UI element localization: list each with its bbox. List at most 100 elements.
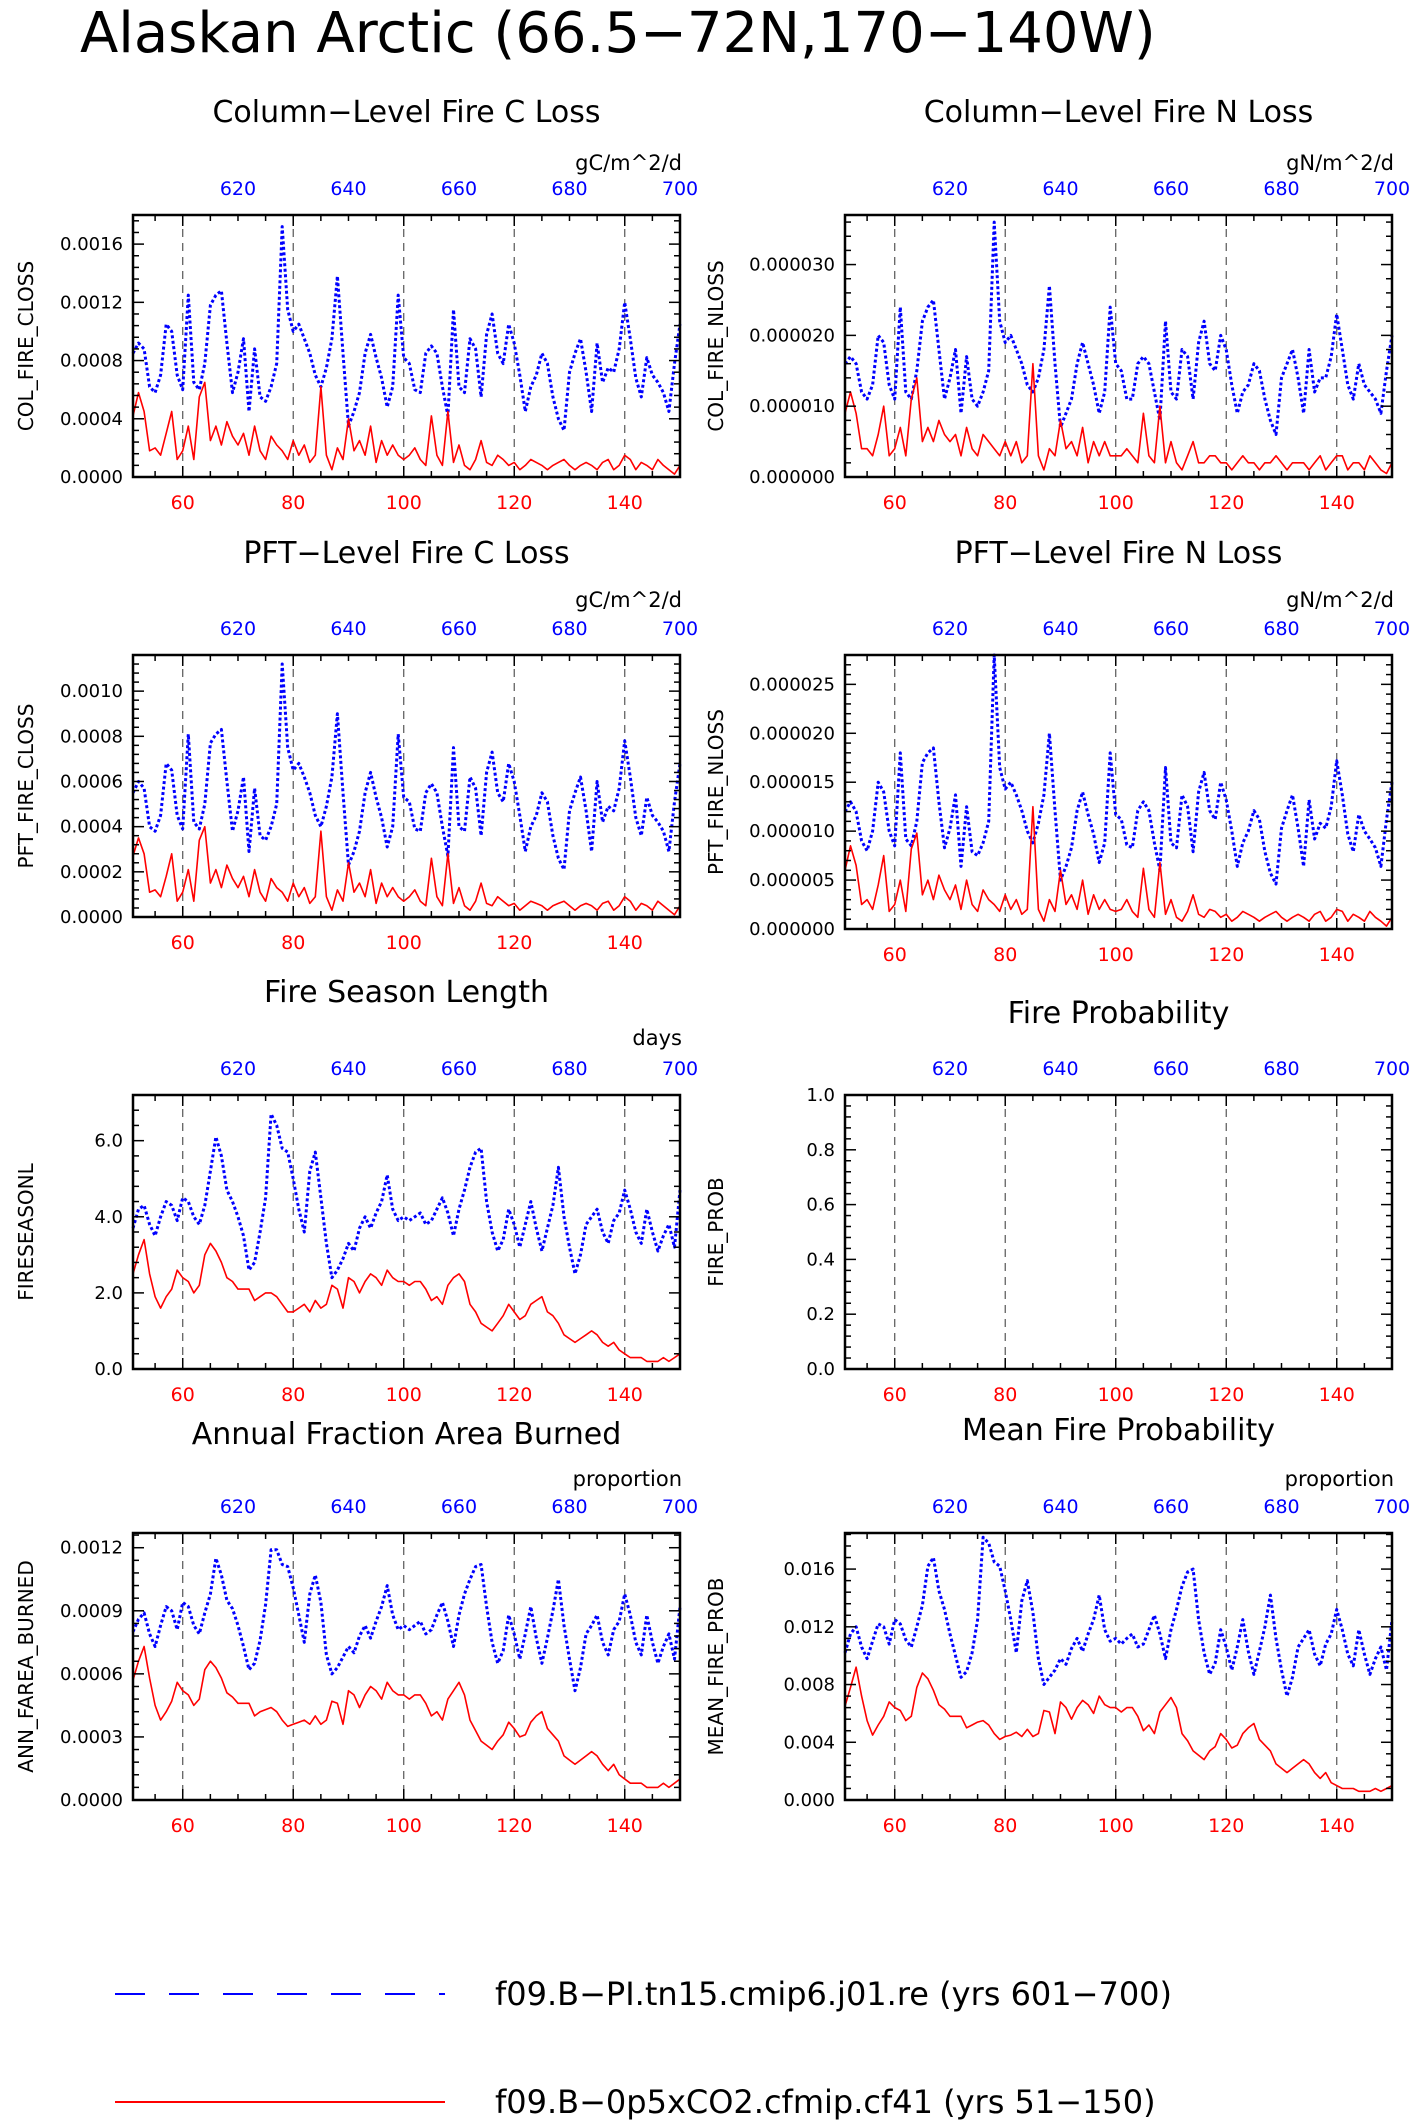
y-tick-label: 0.000010 — [749, 396, 835, 417]
x-tick-label: 120 — [496, 492, 532, 514]
x-top-tick-label: 640 — [330, 1058, 366, 1080]
x-top-tick-label: 620 — [932, 178, 968, 200]
x-tick-label: 140 — [1319, 492, 1355, 514]
x-tick-label: 140 — [1319, 944, 1355, 966]
panel-annual-fraction-area-burned: Annual Fraction Area Burned proportion 60 8… — [14, 1417, 698, 1837]
x-tick-label: 120 — [1208, 944, 1244, 966]
series-line-exp — [132, 1645, 681, 1789]
y-axis-label: ANN_FAREA_BURNED — [14, 1560, 38, 1772]
panel-fire-season-length: Fire Season Length days 60 80 100 120 140 620 64… — [14, 975, 698, 1406]
y-tick-label: 0.6 — [806, 1195, 835, 1216]
x-tick-label: 120 — [1208, 1815, 1244, 1837]
panel-title: PFT−Level Fire N Loss — [955, 536, 1283, 571]
x-top-tick-label: 700 — [662, 1496, 698, 1518]
x-tick-label: 100 — [1098, 1815, 1134, 1837]
units-label: gC/m^2/d — [575, 151, 682, 175]
y-tick-label: 0.0 — [806, 1359, 835, 1380]
x-top-tick-label: 640 — [1042, 618, 1078, 640]
y-axis-label: MEAN_FIRE_PROB — [704, 1578, 728, 1756]
y-tick-label: 0.000000 — [749, 919, 835, 940]
x-tick-label: 100 — [386, 932, 422, 954]
x-tick-label: 60 — [171, 1815, 195, 1837]
x-top-tick-label: 660 — [441, 618, 477, 640]
x-top-tick-label: 700 — [662, 1058, 698, 1080]
y-tick-label: 0.0004 — [60, 409, 123, 430]
x-tick-label: 80 — [281, 492, 305, 514]
x-tick-label: 60 — [171, 1384, 195, 1406]
y-tick-label: 0.000005 — [749, 870, 835, 891]
x-tick-label: 80 — [993, 1815, 1017, 1837]
x-top-tick-label: 660 — [1153, 178, 1189, 200]
x-top-tick-label: 620 — [220, 1058, 256, 1080]
x-top-tick-label: 660 — [441, 178, 477, 200]
y-axis-label: PFT_FIRE_CLOSS — [14, 704, 38, 869]
series-line-ctrl — [131, 1548, 682, 1693]
series-line-exp — [844, 805, 1393, 927]
series-line-ctrl — [843, 220, 1394, 436]
y-tick-label: 0.8 — [806, 1140, 835, 1161]
x-tick-label: 140 — [607, 1384, 643, 1406]
y-tick-label: 0.0000 — [60, 467, 123, 488]
x-top-tick-label: 620 — [932, 1496, 968, 1518]
x-tick-label: 140 — [607, 492, 643, 514]
plot-frame — [131, 1531, 682, 1802]
panel-title: Mean Fire Probability — [962, 1413, 1275, 1448]
series-line-ctrl — [131, 225, 682, 432]
x-tick-label: 120 — [496, 932, 532, 954]
x-top-tick-label: 680 — [551, 178, 587, 200]
x-tick-label: 80 — [281, 932, 305, 954]
y-tick-label: 0.0006 — [60, 1664, 123, 1685]
x-top-tick-label: 700 — [1374, 178, 1410, 200]
x-top-tick-label: 700 — [662, 178, 698, 200]
series-line-exp — [132, 381, 681, 475]
y-tick-label: 0.000030 — [749, 255, 835, 276]
x-tick-label: 100 — [386, 1815, 422, 1837]
x-tick-label: 120 — [1208, 1384, 1244, 1406]
legend-label-ctrl: f09.B−PI.tn15.cmip6.j01.re (yrs 601−700) — [495, 1975, 1172, 2013]
panel-column-level-fire-n-loss: Column−Level Fire N Loss gN/m^2/d 60 80 100 1… — [704, 95, 1410, 514]
x-tick-label: 120 — [1208, 492, 1244, 514]
x-tick-label: 80 — [281, 1815, 305, 1837]
x-tick-label: 100 — [386, 492, 422, 514]
y-tick-label: 0.0000 — [60, 907, 123, 928]
y-axis-label: FIRESEASONL — [14, 1162, 38, 1300]
x-top-tick-label: 660 — [1153, 1058, 1189, 1080]
panel-title: Fire Probability — [1008, 996, 1230, 1031]
x-top-tick-label: 640 — [330, 1496, 366, 1518]
y-axis-label: PFT_FIRE_NLOSS — [704, 709, 728, 875]
plot-frame — [843, 1093, 1394, 1371]
x-top-tick-label: 680 — [1263, 618, 1299, 640]
x-top-tick-label: 700 — [662, 618, 698, 640]
x-top-tick-label: 620 — [220, 618, 256, 640]
y-tick-label: 0.4 — [806, 1249, 835, 1270]
y-tick-label: 0.0000 — [60, 1790, 123, 1811]
y-tick-label: 0.000015 — [749, 772, 835, 793]
units-label: gN/m^2/d — [1286, 588, 1394, 612]
y-tick-label: 0.000000 — [749, 467, 835, 488]
y-tick-label: 0.0002 — [60, 862, 123, 883]
y-tick-label: 2.0 — [94, 1283, 123, 1304]
x-top-tick-label: 680 — [1263, 1058, 1299, 1080]
panel-title: Column−Level Fire C Loss — [212, 95, 600, 130]
x-top-tick-label: 640 — [330, 618, 366, 640]
x-tick-label: 100 — [1098, 944, 1134, 966]
x-tick-label: 80 — [993, 944, 1017, 966]
y-axis-label: FIRE_PROB — [704, 1177, 728, 1286]
x-tick-label: 140 — [1319, 1815, 1355, 1837]
y-tick-label: 0.0006 — [60, 771, 123, 792]
plot-frame — [131, 213, 682, 479]
units-label: gN/m^2/d — [1286, 151, 1394, 175]
x-top-tick-label: 620 — [932, 1058, 968, 1080]
x-top-tick-label: 700 — [1374, 1496, 1410, 1518]
x-top-tick-label: 640 — [1042, 1058, 1078, 1080]
y-tick-label: 0.016 — [783, 1559, 835, 1580]
plot-frame — [131, 1093, 682, 1371]
panel-column-level-fire-c-loss: Column−Level Fire C Loss gC/m^2/d 60 80 100 1… — [14, 95, 698, 514]
panel-title: Fire Season Length — [264, 975, 549, 1010]
y-tick-label: 0.000010 — [749, 821, 835, 842]
x-tick-label: 60 — [883, 1384, 907, 1406]
panel-mean-fire-probability: Mean Fire Probability proportion 60 80 100 12… — [704, 1413, 1410, 1837]
y-tick-label: 0.004 — [783, 1732, 835, 1753]
x-top-tick-label: 660 — [441, 1496, 477, 1518]
x-tick-label: 140 — [607, 932, 643, 954]
